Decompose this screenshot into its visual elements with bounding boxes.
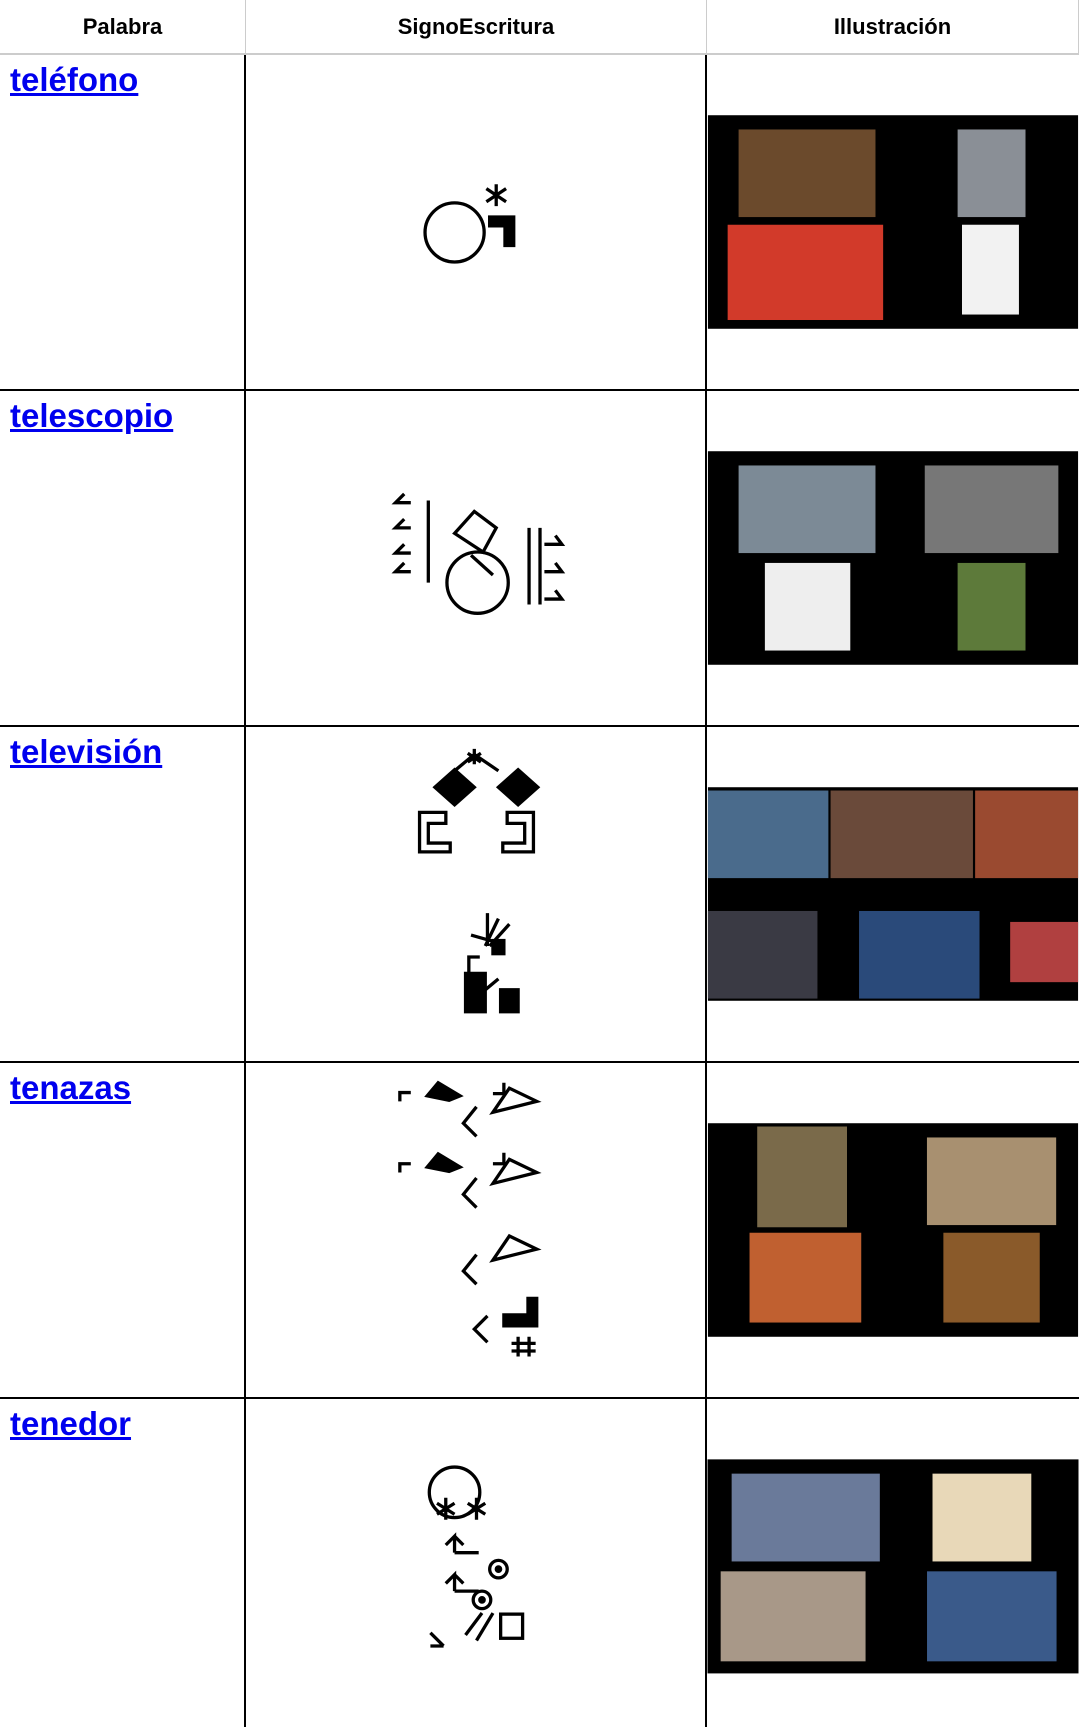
word-cell: televisión bbox=[0, 727, 246, 1061]
word-cell: telescopio bbox=[0, 391, 246, 725]
table-row: tenazas bbox=[0, 1063, 1079, 1399]
illustration bbox=[707, 451, 1079, 665]
word-link[interactable]: televisión bbox=[10, 733, 163, 770]
header-cell: SignoEscritura bbox=[246, 0, 707, 53]
table-row: teléfono bbox=[0, 55, 1079, 391]
word-link[interactable]: teléfono bbox=[10, 61, 139, 98]
sign-glyph bbox=[427, 1465, 525, 1648]
illustration bbox=[707, 787, 1079, 1001]
word-link[interactable]: tenazas bbox=[10, 1069, 132, 1106]
header-cell: Illustración bbox=[707, 0, 1079, 53]
word-link[interactable]: telescopio bbox=[10, 397, 174, 434]
illustration bbox=[707, 1459, 1079, 1674]
table-row: telescopio bbox=[0, 391, 1079, 727]
header-cell: Palabra bbox=[0, 0, 246, 53]
sign-cell bbox=[246, 55, 707, 389]
image-cell bbox=[707, 727, 1079, 1061]
sign-glyph bbox=[391, 492, 566, 615]
sign-glyph bbox=[423, 184, 516, 264]
illustration bbox=[707, 115, 1079, 329]
sign-cell bbox=[246, 1399, 707, 1727]
word-link[interactable]: tenedor bbox=[10, 1405, 132, 1442]
image-cell bbox=[707, 391, 1079, 725]
image-cell bbox=[707, 1063, 1079, 1397]
header-row: Palabra SignoEscritura Illustración bbox=[0, 0, 1079, 55]
table-row: televisión bbox=[0, 727, 1079, 1063]
word-cell: teléfono bbox=[0, 55, 246, 389]
word-cell: tenazas bbox=[0, 1063, 246, 1397]
sign-cell bbox=[246, 727, 707, 1061]
image-cell bbox=[707, 1399, 1079, 1727]
sign-glyph bbox=[417, 748, 541, 1014]
sign-cell bbox=[246, 1063, 707, 1397]
table-row: tenedor bbox=[0, 1399, 1079, 1727]
sign-glyph bbox=[398, 1080, 542, 1357]
illustration bbox=[707, 1123, 1079, 1337]
word-cell: tenedor bbox=[0, 1399, 246, 1727]
sign-cell bbox=[246, 391, 707, 725]
image-cell bbox=[707, 55, 1079, 389]
